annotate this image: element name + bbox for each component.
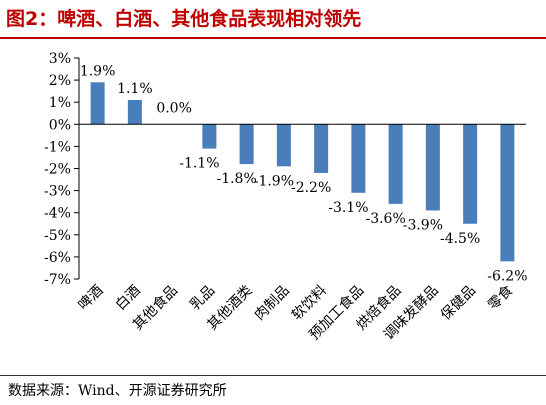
data-label: -3.9%	[403, 217, 443, 233]
y-tick-label: 1%	[49, 95, 71, 111]
data-label: -3.6%	[365, 211, 405, 227]
y-tick-label: -1%	[44, 139, 71, 155]
bar	[239, 124, 254, 165]
data-label: -1.9%	[254, 173, 294, 189]
data-label: -6.2%	[487, 268, 527, 284]
bar	[425, 124, 440, 211]
data-labels: 1.9%1.1%0.0%-1.1%-1.8%-1.9%-2.2%-3.1%-3.…	[80, 63, 528, 284]
x-tick-label: 零食	[484, 282, 516, 314]
x-tick-label: 乳品	[187, 283, 218, 314]
y-axis: 3% 2% 1% 0% -1% -2% -3% -4% -5% -6% -7%	[44, 51, 80, 288]
x-tick-label: 白酒	[113, 283, 144, 314]
bar	[500, 124, 515, 262]
source-rule	[0, 375, 546, 376]
x-tick-label: 啤酒	[75, 283, 106, 314]
x-tick-label: 肉制品	[252, 283, 293, 324]
y-tick-label: 0%	[49, 117, 71, 133]
data-label: 0.0%	[156, 100, 192, 116]
bar	[314, 124, 329, 173]
data-label: 1.9%	[80, 63, 116, 79]
y-tick-label: -2%	[44, 162, 71, 178]
bar	[90, 82, 105, 125]
bar	[127, 99, 142, 125]
figure-title: 图2：啤酒、白酒、其他食品表现相对领先	[6, 8, 362, 30]
y-tick-label: -5%	[44, 228, 71, 244]
y-tick-label: -7%	[44, 272, 71, 288]
bar-chart: 3% 2% 1% 0% -1% -2% -3% -4% -5% -6% -7% 1.9%1.1%0.…	[44, 51, 528, 344]
bars	[90, 82, 515, 262]
data-label: -2.2%	[291, 180, 331, 196]
data-label: -3.1%	[328, 200, 368, 216]
data-label: -1.1%	[179, 156, 219, 172]
title-rule	[0, 37, 546, 39]
y-tick-label: -4%	[44, 206, 71, 222]
y-tick-label: -6%	[44, 250, 71, 266]
x-tick-label: 保健品	[438, 283, 479, 324]
bar	[388, 124, 403, 204]
bar	[351, 124, 366, 193]
data-label: -4.5%	[440, 231, 480, 247]
y-tick-label: 3%	[49, 51, 71, 67]
data-label: -1.8%	[216, 171, 256, 187]
y-tick-label: 2%	[49, 73, 71, 89]
data-label: 1.1%	[117, 81, 153, 97]
bar	[202, 124, 217, 149]
bar	[276, 124, 291, 167]
y-tick-label: -3%	[44, 184, 71, 200]
source-note: 数据来源：Wind、开源证券研究所	[8, 383, 227, 399]
bar	[463, 124, 478, 224]
